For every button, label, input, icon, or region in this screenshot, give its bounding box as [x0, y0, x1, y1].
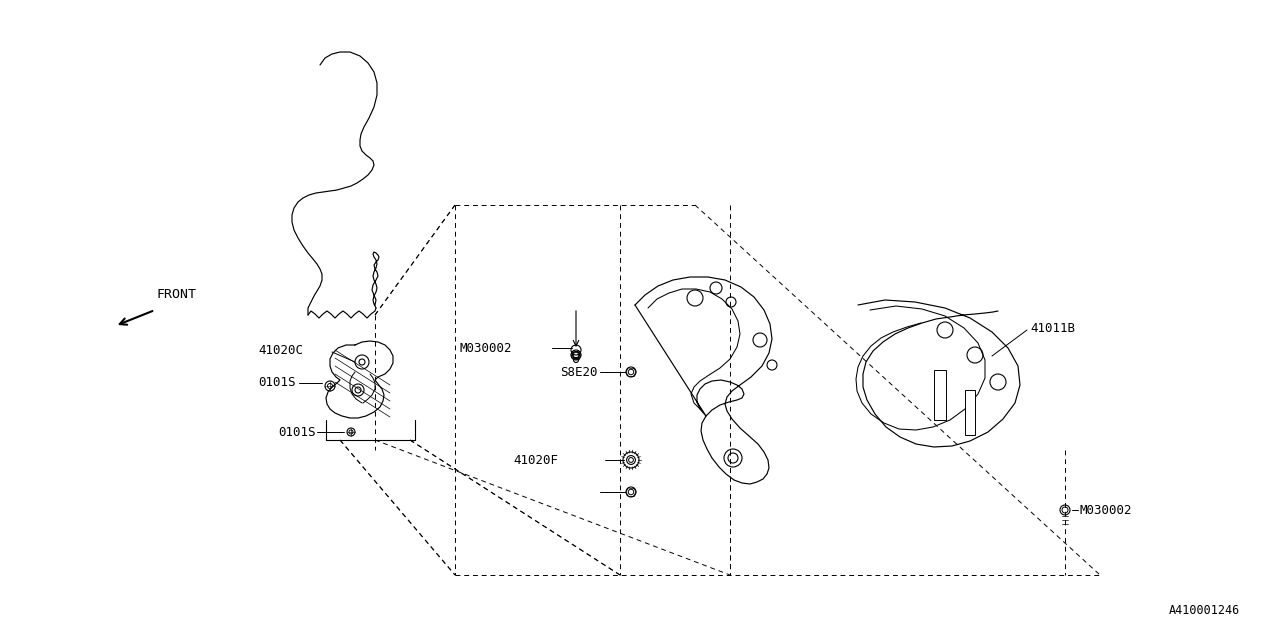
- Text: M030002: M030002: [460, 342, 512, 355]
- Text: 41020F: 41020F: [513, 454, 558, 467]
- Text: 41011B: 41011B: [1030, 321, 1075, 335]
- Text: M030002: M030002: [1080, 504, 1133, 516]
- Bar: [965, 390, 975, 435]
- Text: FRONT: FRONT: [157, 287, 197, 301]
- Text: 0101S: 0101S: [259, 376, 296, 390]
- Text: S8E20: S8E20: [561, 365, 598, 378]
- Bar: [934, 370, 946, 420]
- Text: A410001246: A410001246: [1169, 604, 1240, 616]
- Text: 41020C: 41020C: [259, 344, 303, 356]
- Text: 0101S: 0101S: [278, 426, 315, 438]
